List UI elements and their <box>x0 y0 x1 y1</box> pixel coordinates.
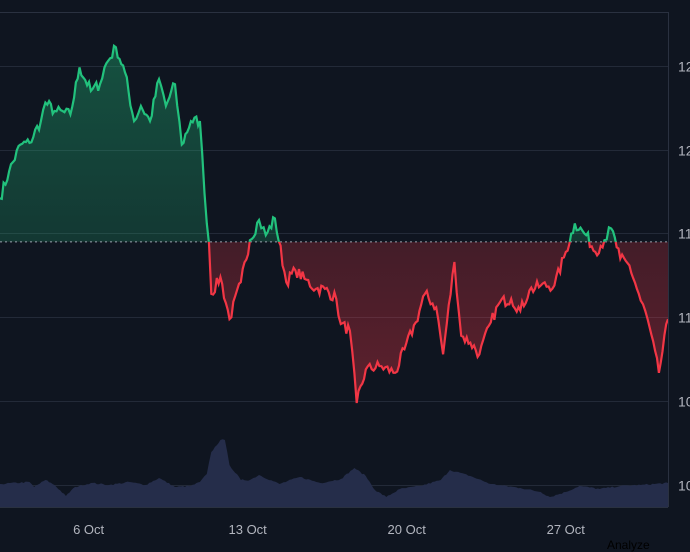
time-axis[interactable]: 6 Oct 13 Oct 20 Oct 27 Oct <box>73 522 585 537</box>
y-tick-label: 11 <box>678 310 690 326</box>
y-tick-label: 12 <box>678 59 690 75</box>
x-tick-label: 27 Oct <box>547 522 586 537</box>
x-tick-label: 20 Oct <box>388 522 427 537</box>
price-axis[interactable]: 12 12 11 11 10 10 <box>678 59 690 494</box>
x-tick-label: 6 Oct <box>73 522 104 537</box>
x-tick-label: 13 Oct <box>229 522 268 537</box>
volume-area <box>0 439 668 507</box>
analyze-link[interactable]: Analyze <box>607 538 650 552</box>
y-tick-label: 12 <box>678 143 690 159</box>
above-baseline-fill <box>0 45 668 242</box>
price-line-above <box>0 43 617 242</box>
price-line-below <box>207 241 668 404</box>
y-tick-label: 10 <box>678 478 690 494</box>
y-tick-label: 11 <box>678 226 690 242</box>
y-tick-label: 10 <box>678 394 690 410</box>
below-baseline-fill <box>208 241 668 403</box>
